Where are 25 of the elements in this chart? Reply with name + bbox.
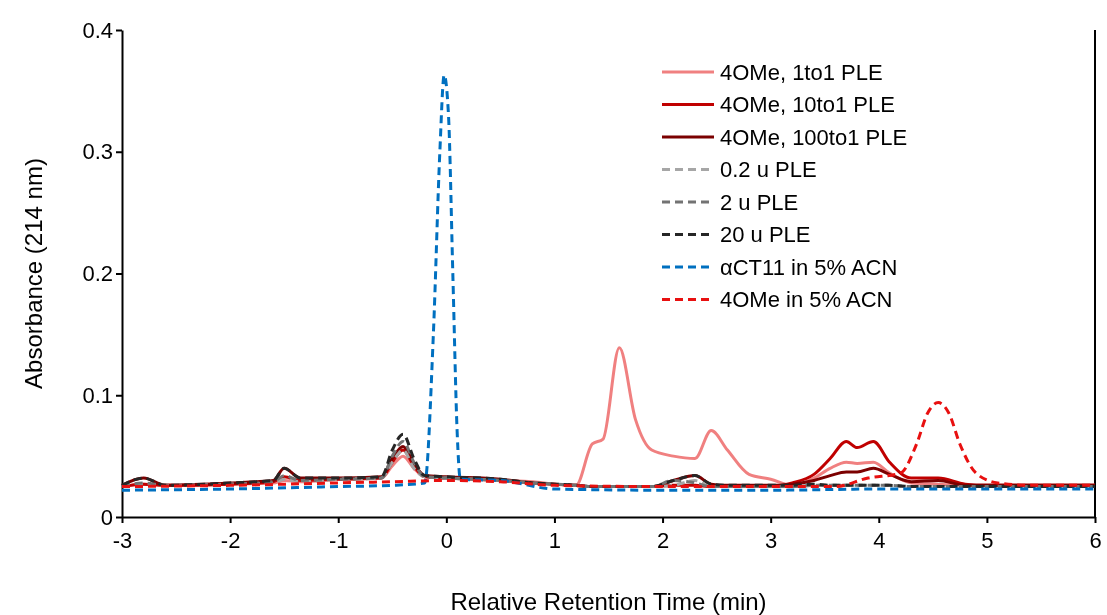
legend-label: 2 u PLE <box>720 189 799 215</box>
y-tick-label: 0.2 <box>82 261 113 287</box>
x-tick-label: -2 <box>220 528 241 553</box>
legend-label: 4OMe, 10to1 PLE <box>720 92 895 118</box>
x-tick-label: 0 <box>440 528 453 553</box>
y-axis-title: Absorbance (214 nm) <box>20 158 47 389</box>
x-tick-label: 2 <box>656 528 670 553</box>
x-tick-label: -3 <box>112 528 133 553</box>
legend-label: 20 u PLE <box>720 222 811 248</box>
legend-label: 4OMe, 100to1 PLE <box>720 124 908 150</box>
x-tick-label: 3 <box>765 528 778 553</box>
y-tick-label: 0.1 <box>82 382 113 408</box>
x-tick-label: -1 <box>328 528 349 553</box>
y-tick-label: 0.3 <box>82 139 113 165</box>
y-tick-label: 0 <box>100 504 113 530</box>
x-tick-label: 6 <box>1089 528 1102 553</box>
legend-label: 4OMe in 5% ACN <box>720 287 893 313</box>
y-tick-label: 0.4 <box>82 17 113 43</box>
x-axis-title: Relative Retention Time (min) <box>450 588 767 615</box>
legend-label: αCT11 in 5% ACN <box>720 254 898 280</box>
x-tick-label: 1 <box>548 528 562 553</box>
legend-label: 4OMe, 1to1 PLE <box>720 59 883 85</box>
legend-label: 0.2 u PLE <box>720 157 817 183</box>
x-tick-label: 5 <box>981 528 994 553</box>
x-tick-label: 4 <box>873 528 886 553</box>
